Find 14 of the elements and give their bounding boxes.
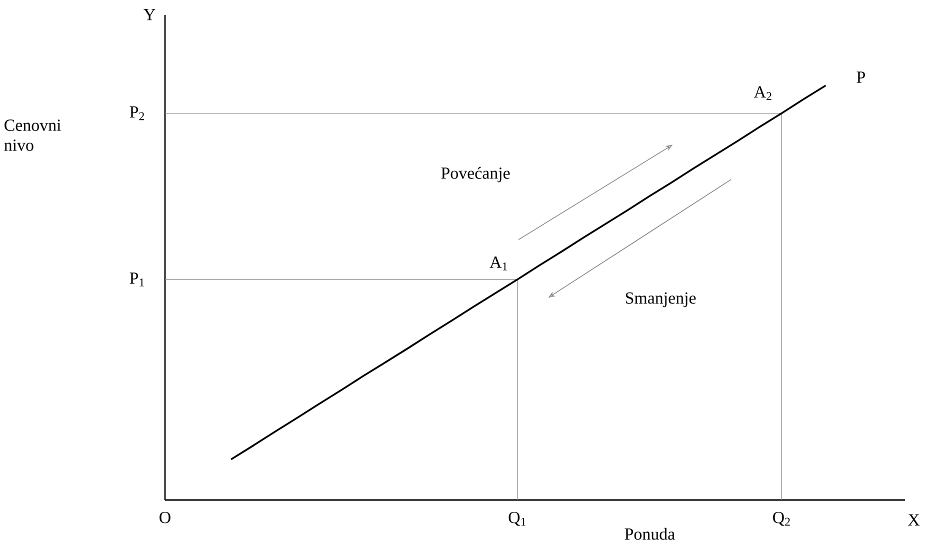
x-tick-label: Q$_{1}$ (508, 512, 526, 526)
annotation: Povećanje (441, 166, 510, 182)
text: Y (144, 9, 156, 20)
ref-line-label: P$_{2}$ (130, 106, 144, 120)
text: Cenovni nivo (4, 120, 61, 151)
x-tick-label: O (160, 512, 170, 524)
text: P (856, 72, 865, 83)
annotation: Smanjenje (626, 292, 696, 308)
text: X (908, 514, 920, 526)
x-tick-label: Q$_{2}$ (773, 512, 790, 526)
annotation: A$_{2}$ (754, 86, 772, 100)
ref-line-label: P$_{1}$ (130, 272, 144, 286)
x-axis-title: Ponuda (624, 528, 675, 540)
annotation: A$_{1}$ (490, 256, 507, 270)
